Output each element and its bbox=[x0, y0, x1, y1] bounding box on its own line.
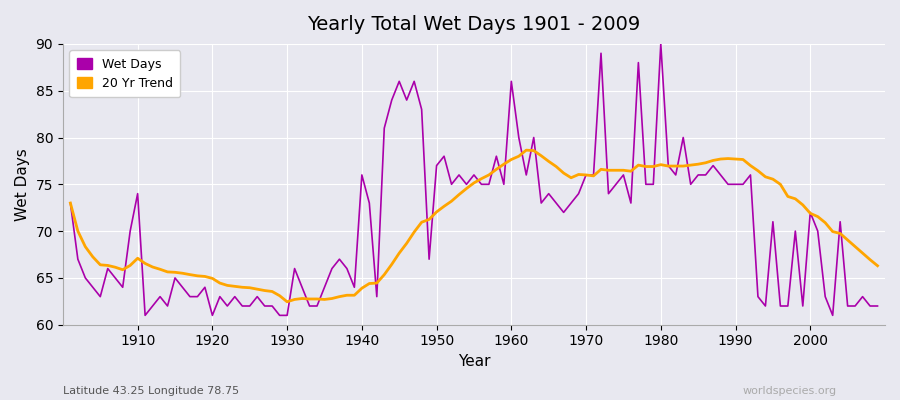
Y-axis label: Wet Days: Wet Days bbox=[15, 148, 30, 221]
Text: Latitude 43.25 Longitude 78.75: Latitude 43.25 Longitude 78.75 bbox=[63, 386, 239, 396]
Text: worldspecies.org: worldspecies.org bbox=[742, 386, 837, 396]
Legend: Wet Days, 20 Yr Trend: Wet Days, 20 Yr Trend bbox=[69, 50, 180, 97]
Title: Yearly Total Wet Days 1901 - 2009: Yearly Total Wet Days 1901 - 2009 bbox=[307, 15, 641, 34]
X-axis label: Year: Year bbox=[458, 354, 491, 369]
